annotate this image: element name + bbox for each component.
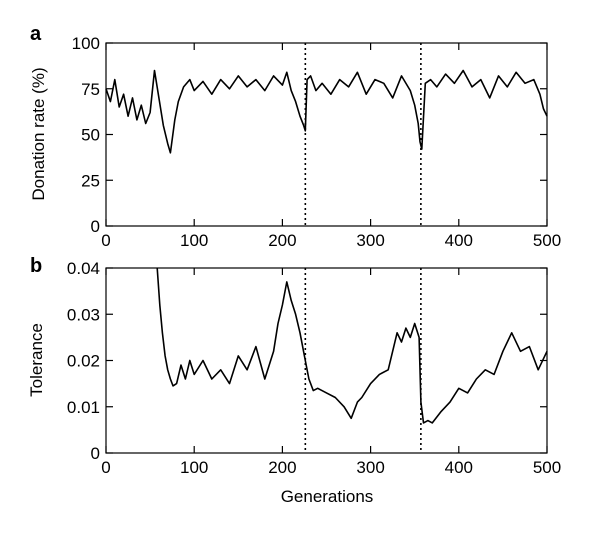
y-axis-title: Donation rate (%) [29,67,48,200]
x-tick-label: 100 [180,231,208,250]
y-tick-label: 0.01 [67,398,100,417]
x-tick-label: 400 [445,231,473,250]
y-axis-title: Tolerance [27,323,46,397]
plot-frame [105,267,548,454]
x-tick-label: 100 [180,458,208,477]
y-tick-label: 75 [81,80,100,99]
y-tick-label: 0 [91,444,100,463]
series-line [156,267,548,424]
x-tick-label: 500 [533,231,561,250]
y-tick-label: 100 [72,34,100,53]
panel-letter: b [30,255,42,277]
x-tick-label: 300 [356,231,384,250]
x-axis-title: Generations [281,487,374,506]
panel-a: a Donation rate (%) 0 100 200 300 400 500 0 25 5… [29,23,561,250]
x-tick-label: 300 [356,458,384,477]
x-tick-label: 0 [101,231,110,250]
x-tick-label: 200 [268,458,296,477]
y-tick-label: 50 [81,126,100,145]
series-line [105,69,548,154]
x-tick-label: 500 [533,458,561,477]
y-tick-label: 25 [81,171,100,190]
panel-letter: a [30,23,42,45]
x-tick-label: 0 [101,458,110,477]
y-tick-label: 0.04 [67,259,100,278]
y-tick-label: 0 [91,217,100,236]
y-tick-label: 0.02 [67,352,100,371]
y-tick-label: 0.03 [67,305,100,324]
x-tick-label: 400 [445,458,473,477]
x-tick-label: 200 [268,231,296,250]
panel-b: b Tolerance Generations 0 100 200 300 400 500… [27,255,561,506]
